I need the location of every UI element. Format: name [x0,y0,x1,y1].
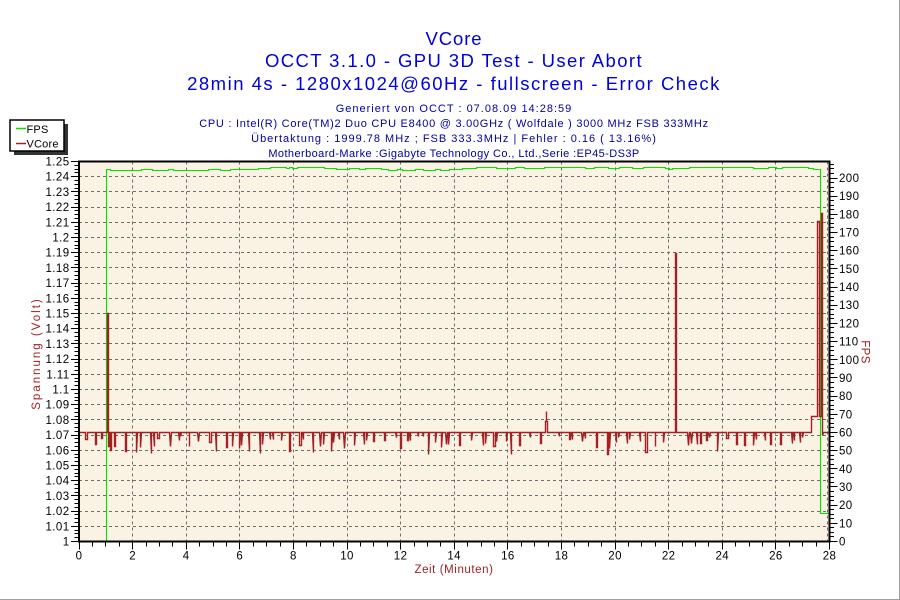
svg-text:120: 120 [839,318,859,330]
svg-text:150: 150 [839,264,859,276]
svg-text:24: 24 [716,551,730,563]
svg-text:0: 0 [839,537,846,549]
svg-text:1.06: 1.06 [46,445,70,457]
svg-text:190: 190 [839,191,859,203]
svg-text:1.23: 1.23 [46,187,70,199]
svg-text:0: 0 [76,551,83,563]
svg-text:Zeit (Minuten): Zeit (Minuten) [414,564,493,576]
svg-text:2: 2 [129,551,136,563]
svg-text:1.02: 1.02 [46,506,70,518]
svg-text:6: 6 [236,551,243,563]
svg-text:40: 40 [839,464,853,476]
svg-text:1.19: 1.19 [46,248,70,260]
svg-text:1.07: 1.07 [46,430,70,442]
svg-text:16: 16 [501,551,515,563]
svg-text:26: 26 [769,551,783,563]
svg-text:1.03: 1.03 [46,491,70,503]
svg-text:28: 28 [823,551,837,563]
svg-text:1.05: 1.05 [46,461,70,473]
svg-text:1.01: 1.01 [46,521,70,533]
svg-text:14: 14 [447,551,461,563]
svg-text:20: 20 [839,500,853,512]
svg-text:1.14: 1.14 [46,324,70,336]
svg-text:22: 22 [662,551,676,563]
svg-text:FPS: FPS [27,124,49,136]
svg-text:1.21: 1.21 [46,217,70,229]
svg-text:1.12: 1.12 [46,354,70,366]
svg-text:1.1: 1.1 [52,385,69,397]
svg-text:90: 90 [839,373,853,385]
svg-text:50: 50 [839,446,853,458]
svg-text:1.11: 1.11 [46,369,69,381]
svg-text:100: 100 [839,355,859,367]
svg-text:140: 140 [839,282,859,294]
svg-text:1.18: 1.18 [46,263,70,275]
svg-text:110: 110 [839,337,859,349]
svg-text:30: 30 [839,482,853,494]
svg-text:1.09: 1.09 [46,400,70,412]
svg-text:170: 170 [839,228,859,240]
svg-text:1.15: 1.15 [46,309,70,321]
svg-text:1.04: 1.04 [46,476,70,488]
svg-text:130: 130 [839,300,859,312]
svg-text:1.22: 1.22 [46,202,70,214]
svg-text:Spannung (Volt): Spannung (Volt) [31,297,43,409]
svg-text:160: 160 [839,246,859,258]
svg-text:80: 80 [839,391,853,403]
svg-text:1.17: 1.17 [46,278,70,290]
svg-text:1.16: 1.16 [46,293,70,305]
svg-text:VCore: VCore [27,139,59,151]
svg-text:180: 180 [839,209,859,221]
svg-text:4: 4 [183,551,190,563]
svg-text:10: 10 [839,518,853,530]
svg-text:60: 60 [839,427,853,439]
svg-text:1.2: 1.2 [52,233,69,245]
svg-text:1.25: 1.25 [46,157,70,169]
svg-text:70: 70 [839,409,853,421]
svg-text:1.08: 1.08 [46,415,70,427]
svg-text:FPS: FPS [859,340,871,364]
svg-text:1.13: 1.13 [46,339,70,351]
svg-text:18: 18 [555,551,569,563]
svg-text:12: 12 [394,551,408,563]
svg-text:10: 10 [340,551,354,563]
svg-text:8: 8 [290,551,297,563]
svg-text:1: 1 [63,537,70,549]
svg-text:20: 20 [608,551,622,563]
svg-text:200: 200 [839,173,859,185]
svg-text:1.24: 1.24 [46,172,70,184]
